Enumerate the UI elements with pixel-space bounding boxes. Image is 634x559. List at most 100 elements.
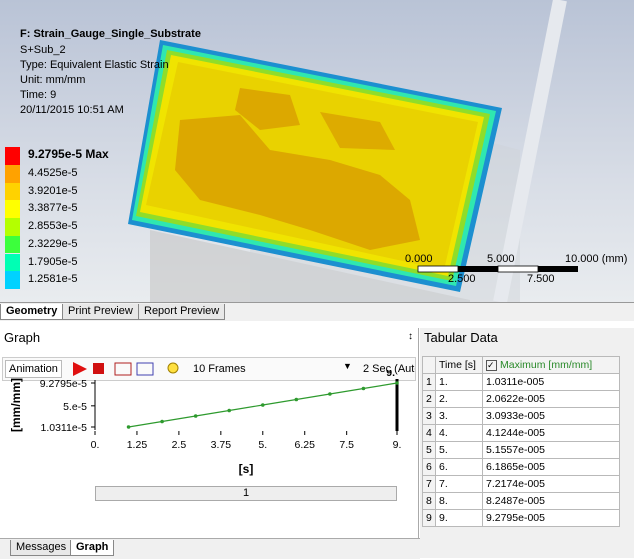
header-cell: ✓Maximum [mm/mm] [483,357,620,374]
x-tick-label: 2.5 [172,439,187,451]
table-cell: 2.0622e-005 [483,391,620,408]
y-tick-label: 9.2795e-5 [40,378,87,390]
x-tick-label: 5. [258,439,267,451]
y-tick-label: 1.0311e-5 [40,422,87,434]
scale-label: 5.000 [487,253,515,265]
legend-label: 3.9201e-5 [28,185,78,197]
x-axis-label: [s] [239,462,254,476]
header-row: Time [s]✓Maximum [mm/mm] [423,357,620,374]
data-point [194,414,198,418]
scale-label: 7.500 [527,273,555,285]
legend-label: 2.3229e-5 [28,238,78,250]
data-point [295,398,299,402]
tab[interactable]: Print Preview [62,304,139,320]
checkbox[interactable]: ✓ [486,360,497,371]
scale-bar [458,266,498,272]
x-tick-label: 7.5 [339,439,354,451]
table-cell: 1. [436,374,483,391]
current-time-label: 9. [386,370,395,379]
info-line: 20/11/2015 10:51 AM [20,104,124,116]
table-cell: 5.1557e-005 [483,442,620,459]
table-cell: 6.1865e-005 [483,459,620,476]
table-row: 66.6.1865e-005 [423,459,620,476]
data-point [395,381,399,385]
table-cell: 6. [436,459,483,476]
x-tick-label: 0. [91,439,100,451]
table-cell: 1.0311e-005 [483,374,620,391]
scale-bar [538,266,578,272]
table-row: 11.1.0311e-005 [423,374,620,391]
data-point [127,425,131,429]
pin-icon[interactable]: ↕ [408,331,413,342]
data-point [160,420,164,424]
table-cell: 3. [436,408,483,425]
legend-label: 1.7905e-5 [28,256,78,268]
x-tick-label: 9. [393,439,402,451]
tab[interactable]: Geometry [0,304,63,320]
legend-label: 2.8553e-5 [28,220,78,232]
graph-panel: Graph ↕ Animation 10 Frames ▼ 2 Sec (Aut… [0,328,419,538]
legend-swatch [5,147,20,165]
x-tick-label: 3.75 [211,439,232,451]
x-tick-label: 6.25 [295,439,316,451]
table-cell: 5. [436,442,483,459]
table-cell: 9 [423,510,436,527]
table-cell: 1 [423,374,436,391]
time-slider[interactable]: 1 [95,486,397,501]
table-cell: 3.0933e-005 [483,408,620,425]
data-point [328,392,332,396]
legend-swatch [5,200,20,218]
legend-swatch [5,236,20,254]
scale-label: 0.000 [405,253,433,265]
table-cell: 5 [423,442,436,459]
table-cell: 2 [423,391,436,408]
legend-label: 1.2581e-5 [28,273,78,285]
table-cell: 4. [436,425,483,442]
data-point [227,409,231,413]
table-cell: 9. [436,510,483,527]
table-cell: 3 [423,408,436,425]
info-line: S+Sub_2 [20,44,66,56]
x-tick-label: 1.25 [127,439,148,451]
data-table: Time [s]✓Maximum [mm/mm]11.1.0311e-00522… [422,356,620,527]
scale-bar [498,266,538,272]
graph-chart: 1.0311e-5 5.e-5 9.2795e-5 0. 1.25 2.5 3.75 5. 6.… [0,370,418,490]
legend-swatch [5,165,20,183]
table-cell: 4.1244e-005 [483,425,620,442]
table-cell: 6 [423,459,436,476]
legend-label: 9.2795e-5 Max [28,147,109,161]
info-line: Unit: mm/mm [20,74,85,86]
panel-title: Graph [0,328,418,348]
header-label: Maximum [mm/mm] [500,359,592,371]
tab[interactable]: Messages [10,540,72,556]
table-cell: 7 [423,476,436,493]
y-axis-label: [mm/mm] [9,378,23,432]
table-cell: 8 [423,493,436,510]
scale-bar [418,266,458,272]
info-line: Type: Equivalent Elastic Strain [20,59,169,71]
header-cell [423,357,436,374]
legend-swatch [5,183,20,201]
tab[interactable]: Report Preview [138,304,225,320]
legend-swatch [5,218,20,236]
table-cell: 9.2795e-005 [483,510,620,527]
result-title: F: Strain_Gauge_Single_Substrate [20,28,201,40]
y-tick-label: 5.e-5 [63,401,87,413]
table-cell: 2. [436,391,483,408]
data-point [362,387,366,391]
table-cell: 8. [436,493,483,510]
legend-label: 3.3877e-5 [28,202,78,214]
viewport: F: Strain_Gauge_Single_Substrate S+Sub_2… [0,0,634,302]
table-row: 33.3.0933e-005 [423,408,620,425]
table-cell: 7.2174e-005 [483,476,620,493]
tab[interactable]: Graph [70,540,114,556]
